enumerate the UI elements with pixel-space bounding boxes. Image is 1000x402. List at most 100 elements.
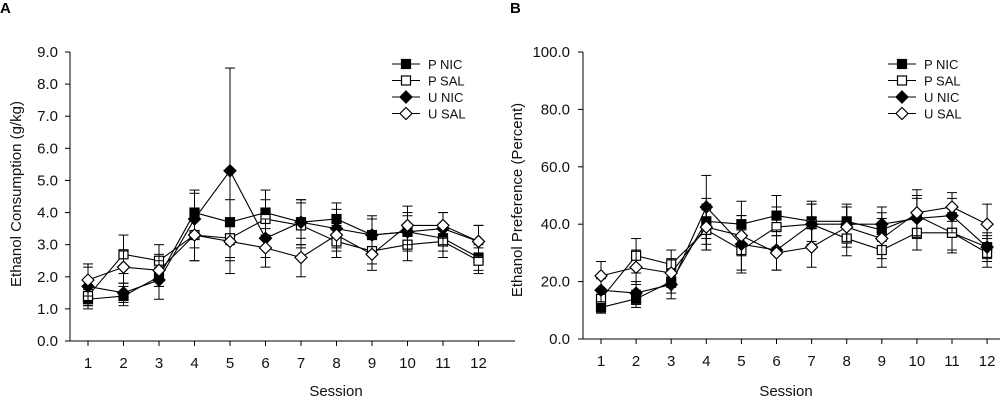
panel-a-y-tick-label: 1.0	[37, 301, 58, 318]
panel-b-x-tick-label: 3	[667, 353, 675, 370]
panel-a-x-tick-label: 6	[261, 355, 269, 372]
legend-marker	[399, 90, 413, 104]
panel-a-series-p-nic	[82, 189, 484, 310]
data-point	[187, 228, 202, 242]
data-point	[980, 217, 994, 232]
panel-b-y-tick-label: 80.0	[541, 101, 570, 118]
data-point	[734, 228, 749, 243]
panel-a-y-tick-label: 7.0	[37, 108, 58, 125]
panel-b-x-tick-label: 12	[979, 353, 996, 370]
data-point	[945, 200, 959, 214]
panel-a-x-tick-label: 5	[226, 355, 234, 372]
panel-b-x-tick-label: 11	[944, 353, 960, 370]
panel-b-x-tick-label: 10	[909, 353, 926, 370]
data-point	[116, 285, 131, 300]
panel-a-series-u-sal	[81, 205, 486, 297]
data-point	[664, 266, 679, 280]
data-point	[294, 250, 308, 265]
panel-a-series-u-nic	[81, 67, 486, 307]
series-line	[600, 223, 988, 300]
panel-b-y-tick-label: 40.0	[541, 216, 570, 233]
panel-b-label: B	[510, 0, 521, 17]
legend-marker	[895, 106, 909, 121]
panel-a-y-tick-label: 9.0	[37, 44, 58, 61]
panel-b-y-axis-title: Ethanol Preference (Percent)	[509, 103, 526, 297]
data-point	[804, 240, 819, 255]
panel-a-x-tick-label: 4	[190, 355, 198, 372]
data-point	[874, 231, 889, 246]
legend-marker	[895, 90, 909, 104]
data-point	[839, 220, 854, 234]
panel-b-x-tick-label: 7	[807, 353, 815, 370]
legend-label: P NIC	[428, 57, 462, 72]
data-point	[699, 220, 714, 234]
panel-a-x-tick-label: 12	[470, 355, 487, 372]
panel-b-series-u-sal	[594, 189, 994, 291]
panel-a-x-tick-label: 1	[84, 355, 92, 372]
panel-a: A 0.0 1.0 2.0 3.0 4.0 5.0 6.0 7.0 8.0 9.0 1 2 3 4 5 6 7 8…	[0, 0, 515, 400]
data-point	[329, 228, 344, 242]
panel-b-y-tick-label: 0.0	[549, 331, 570, 348]
panel-a-x-tick-label: 10	[399, 355, 416, 372]
data-point	[258, 241, 273, 255]
panel-a-x-tick-label: 8	[332, 355, 340, 372]
legend-label: P SAL	[924, 74, 961, 89]
data-point	[116, 260, 131, 274]
panel-b-x-tick-label: 2	[632, 353, 640, 370]
legend-label: U SAL	[924, 107, 962, 122]
panel-b-series-p-sal	[595, 203, 993, 308]
panel-a-y-tick-label: 2.0	[37, 269, 58, 286]
data-point	[629, 286, 643, 300]
panel-a-y-tick-label: 6.0	[37, 140, 58, 157]
panel-b-series-u-nic	[594, 174, 994, 306]
legend-marker	[896, 75, 908, 86]
legend-label: U NIC	[428, 90, 463, 105]
panel-b-x-tick-label: 9	[878, 353, 886, 370]
panel-b-series-p-nic	[595, 195, 993, 314]
data-point	[294, 215, 308, 230]
panel-a-x-tick-label: 11	[435, 355, 451, 372]
panel-a-y-tick-label: 3.0	[37, 237, 58, 254]
series-line	[87, 218, 479, 297]
data-point	[365, 247, 379, 262]
panel-a-x-axis-title: Session	[309, 383, 362, 400]
panel-b-y-tick-label: 20.0	[541, 274, 570, 291]
data-point	[81, 273, 95, 287]
panel-a-y-tick-label: 4.0	[37, 205, 58, 222]
data-point	[471, 234, 486, 249]
panel-a-x-tick-label: 3	[155, 355, 163, 372]
data-point	[400, 218, 415, 233]
legend-marker	[399, 106, 413, 121]
panel-a-y-tick-label: 5.0	[37, 172, 58, 189]
panel-a-label: A	[0, 0, 11, 17]
legend-marker	[400, 58, 412, 70]
panel-b-x-tick-label: 4	[702, 353, 710, 370]
data-point	[223, 234, 237, 249]
legend-label: U NIC	[924, 90, 959, 105]
panel-a-y-tick-label: 0.0	[37, 333, 58, 350]
legend-marker	[400, 75, 412, 86]
legend-label: P SAL	[428, 74, 465, 89]
panel-a-x-tick-label: 9	[368, 355, 376, 372]
series-line	[87, 169, 479, 294]
data-point	[629, 260, 643, 275]
data-point	[223, 163, 237, 178]
panel-b-y-tick-label: 60.0	[541, 159, 570, 176]
panel-b-x-tick-label: 6	[772, 353, 780, 370]
panel-b-x-tick-label: 1	[597, 353, 605, 370]
data-point	[436, 218, 450, 233]
panel-b-x-tick-label: 8	[843, 353, 851, 370]
panel-a-y-tick-label: 8.0	[37, 76, 58, 93]
legend-label: P NIC	[924, 57, 958, 72]
panel-b-y-tick-label: 100.0	[532, 44, 570, 61]
legend-marker	[896, 58, 908, 70]
data-point	[594, 269, 608, 283]
panel-b-x-axis-title: Session	[759, 383, 812, 400]
legend-label: U SAL	[428, 107, 466, 122]
panel-a-x-tick-label: 7	[297, 355, 305, 372]
data-point	[910, 205, 924, 220]
